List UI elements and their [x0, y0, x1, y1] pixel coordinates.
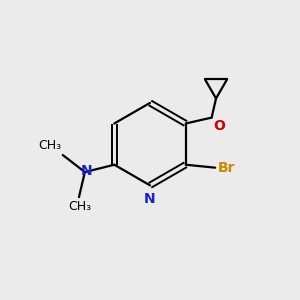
Text: N: N: [80, 164, 92, 178]
Text: N: N: [144, 192, 156, 206]
Text: CH₃: CH₃: [38, 139, 61, 152]
Text: Br: Br: [218, 161, 235, 175]
Text: O: O: [213, 119, 225, 133]
Text: CH₃: CH₃: [68, 200, 91, 213]
